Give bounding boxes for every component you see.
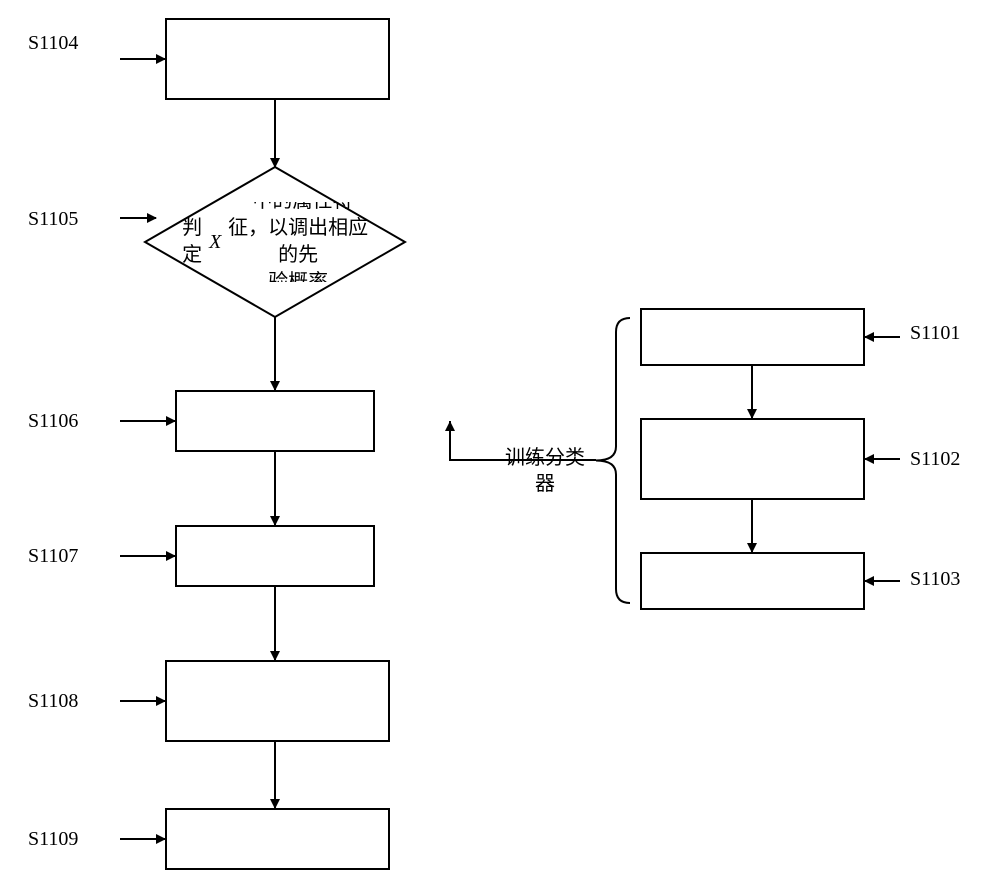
node-s1104 — [165, 18, 390, 100]
brace-label-line1: 训练分类 — [505, 447, 585, 469]
node-s1103 — [640, 552, 865, 610]
node-s1106 — [175, 390, 375, 452]
node-s1107 — [175, 525, 375, 587]
label-s1105: S1105 — [28, 208, 78, 231]
label-s1101: S1101 — [910, 322, 960, 345]
brace-label: 训练分类 器 — [505, 445, 585, 497]
node-s1108 — [165, 660, 390, 742]
label-s1109: S1109 — [28, 828, 78, 851]
node-s1101 — [640, 308, 865, 366]
label-s1107: S1107 — [28, 545, 78, 568]
label-s1102: S1102 — [910, 448, 960, 471]
node-s1102 — [640, 418, 865, 500]
flowchart-canvas: S1104 S1105 S1106 S1107 S1108 S1109 S110… — [0, 0, 1000, 883]
label-s1103: S1103 — [910, 568, 960, 591]
brace-label-line2: 器 — [535, 473, 555, 495]
label-s1104: S1104 — [28, 32, 78, 55]
label-s1106: S1106 — [28, 410, 78, 433]
node-s1109 — [165, 808, 390, 870]
label-s1108: S1108 — [28, 690, 78, 713]
